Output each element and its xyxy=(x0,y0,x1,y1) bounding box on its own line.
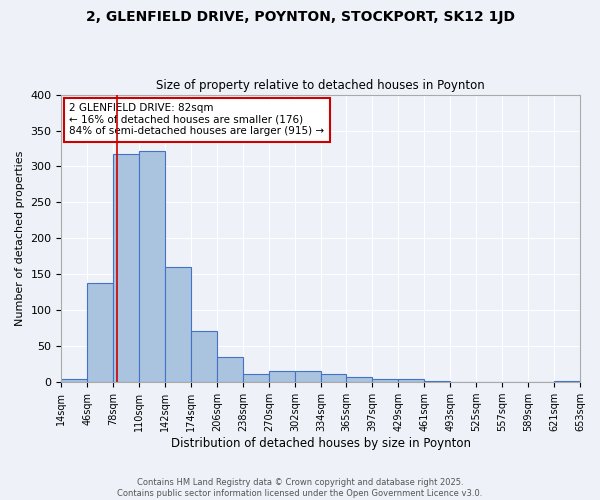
Bar xyxy=(321,374,346,382)
Y-axis label: Number of detached properties: Number of detached properties xyxy=(15,150,25,326)
Bar xyxy=(139,150,165,382)
Bar xyxy=(165,267,191,382)
Bar xyxy=(113,154,139,382)
Bar xyxy=(243,374,269,382)
Bar xyxy=(424,381,450,382)
X-axis label: Distribution of detached houses by size in Poynton: Distribution of detached houses by size … xyxy=(171,437,471,450)
Bar xyxy=(372,378,398,382)
Text: Contains HM Land Registry data © Crown copyright and database right 2025.
Contai: Contains HM Land Registry data © Crown c… xyxy=(118,478,482,498)
Bar xyxy=(88,283,113,382)
Bar xyxy=(346,377,372,382)
Bar xyxy=(191,331,217,382)
Bar xyxy=(554,381,580,382)
Bar xyxy=(217,357,243,382)
Bar xyxy=(398,378,424,382)
Bar xyxy=(269,372,295,382)
Bar xyxy=(295,372,321,382)
Title: Size of property relative to detached houses in Poynton: Size of property relative to detached ho… xyxy=(157,79,485,92)
Text: 2 GLENFIELD DRIVE: 82sqm
← 16% of detached houses are smaller (176)
84% of semi-: 2 GLENFIELD DRIVE: 82sqm ← 16% of detach… xyxy=(69,103,325,136)
Bar xyxy=(61,380,88,382)
Text: 2, GLENFIELD DRIVE, POYNTON, STOCKPORT, SK12 1JD: 2, GLENFIELD DRIVE, POYNTON, STOCKPORT, … xyxy=(86,10,515,24)
